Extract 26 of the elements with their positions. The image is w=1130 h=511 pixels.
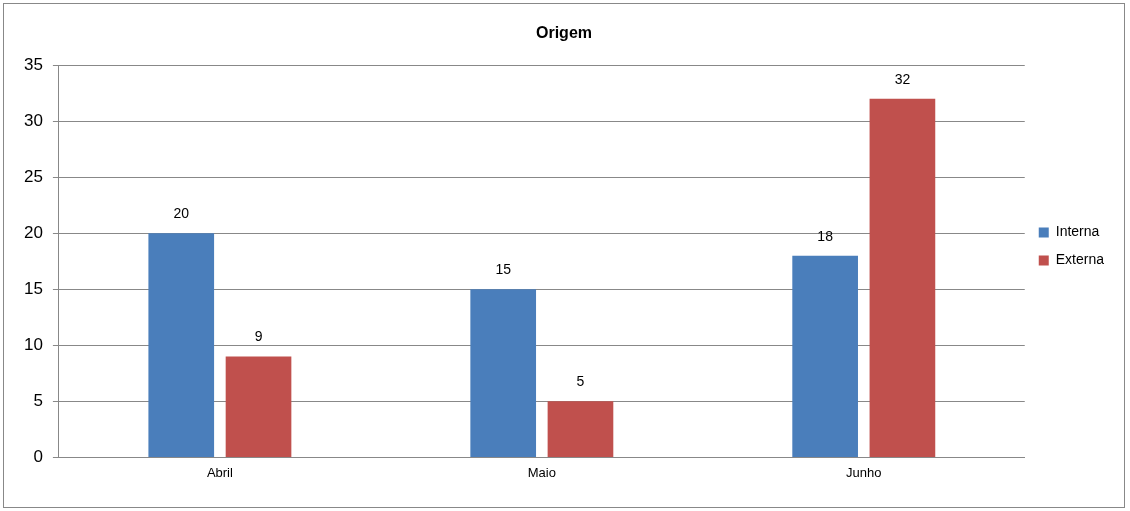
- bar: [148, 233, 215, 457]
- bar: [792, 255, 858, 457]
- data-label: 20: [173, 205, 190, 222]
- data-label: 9: [254, 328, 263, 345]
- x-tick-label: Abril: [206, 464, 233, 480]
- y-tick-label: 25: [23, 166, 43, 186]
- y-tick-label: 0: [33, 447, 43, 467]
- chart-title: Origem: [535, 24, 593, 42]
- data-label: 32: [894, 70, 911, 87]
- y-tick-label: 10: [23, 335, 43, 355]
- data-label: 15: [495, 261, 512, 278]
- x-tick-label: Maio: [527, 464, 556, 480]
- bar: [470, 289, 537, 457]
- legend-label: Externa: [1055, 251, 1105, 268]
- legend-label: Interna: [1055, 223, 1100, 240]
- y-tick-label: 35: [23, 54, 43, 74]
- bar: [869, 98, 936, 457]
- y-tick-label: 20: [23, 222, 43, 242]
- y-tick-label: 15: [23, 279, 43, 298]
- bar: [225, 356, 292, 457]
- y-tick-label: 5: [33, 391, 43, 411]
- y-tick-label: 30: [23, 110, 43, 130]
- data-label: 5: [576, 373, 585, 390]
- x-tick-label: Junho: [846, 464, 882, 480]
- bar: [547, 401, 614, 457]
- data-label: 18: [817, 227, 834, 244]
